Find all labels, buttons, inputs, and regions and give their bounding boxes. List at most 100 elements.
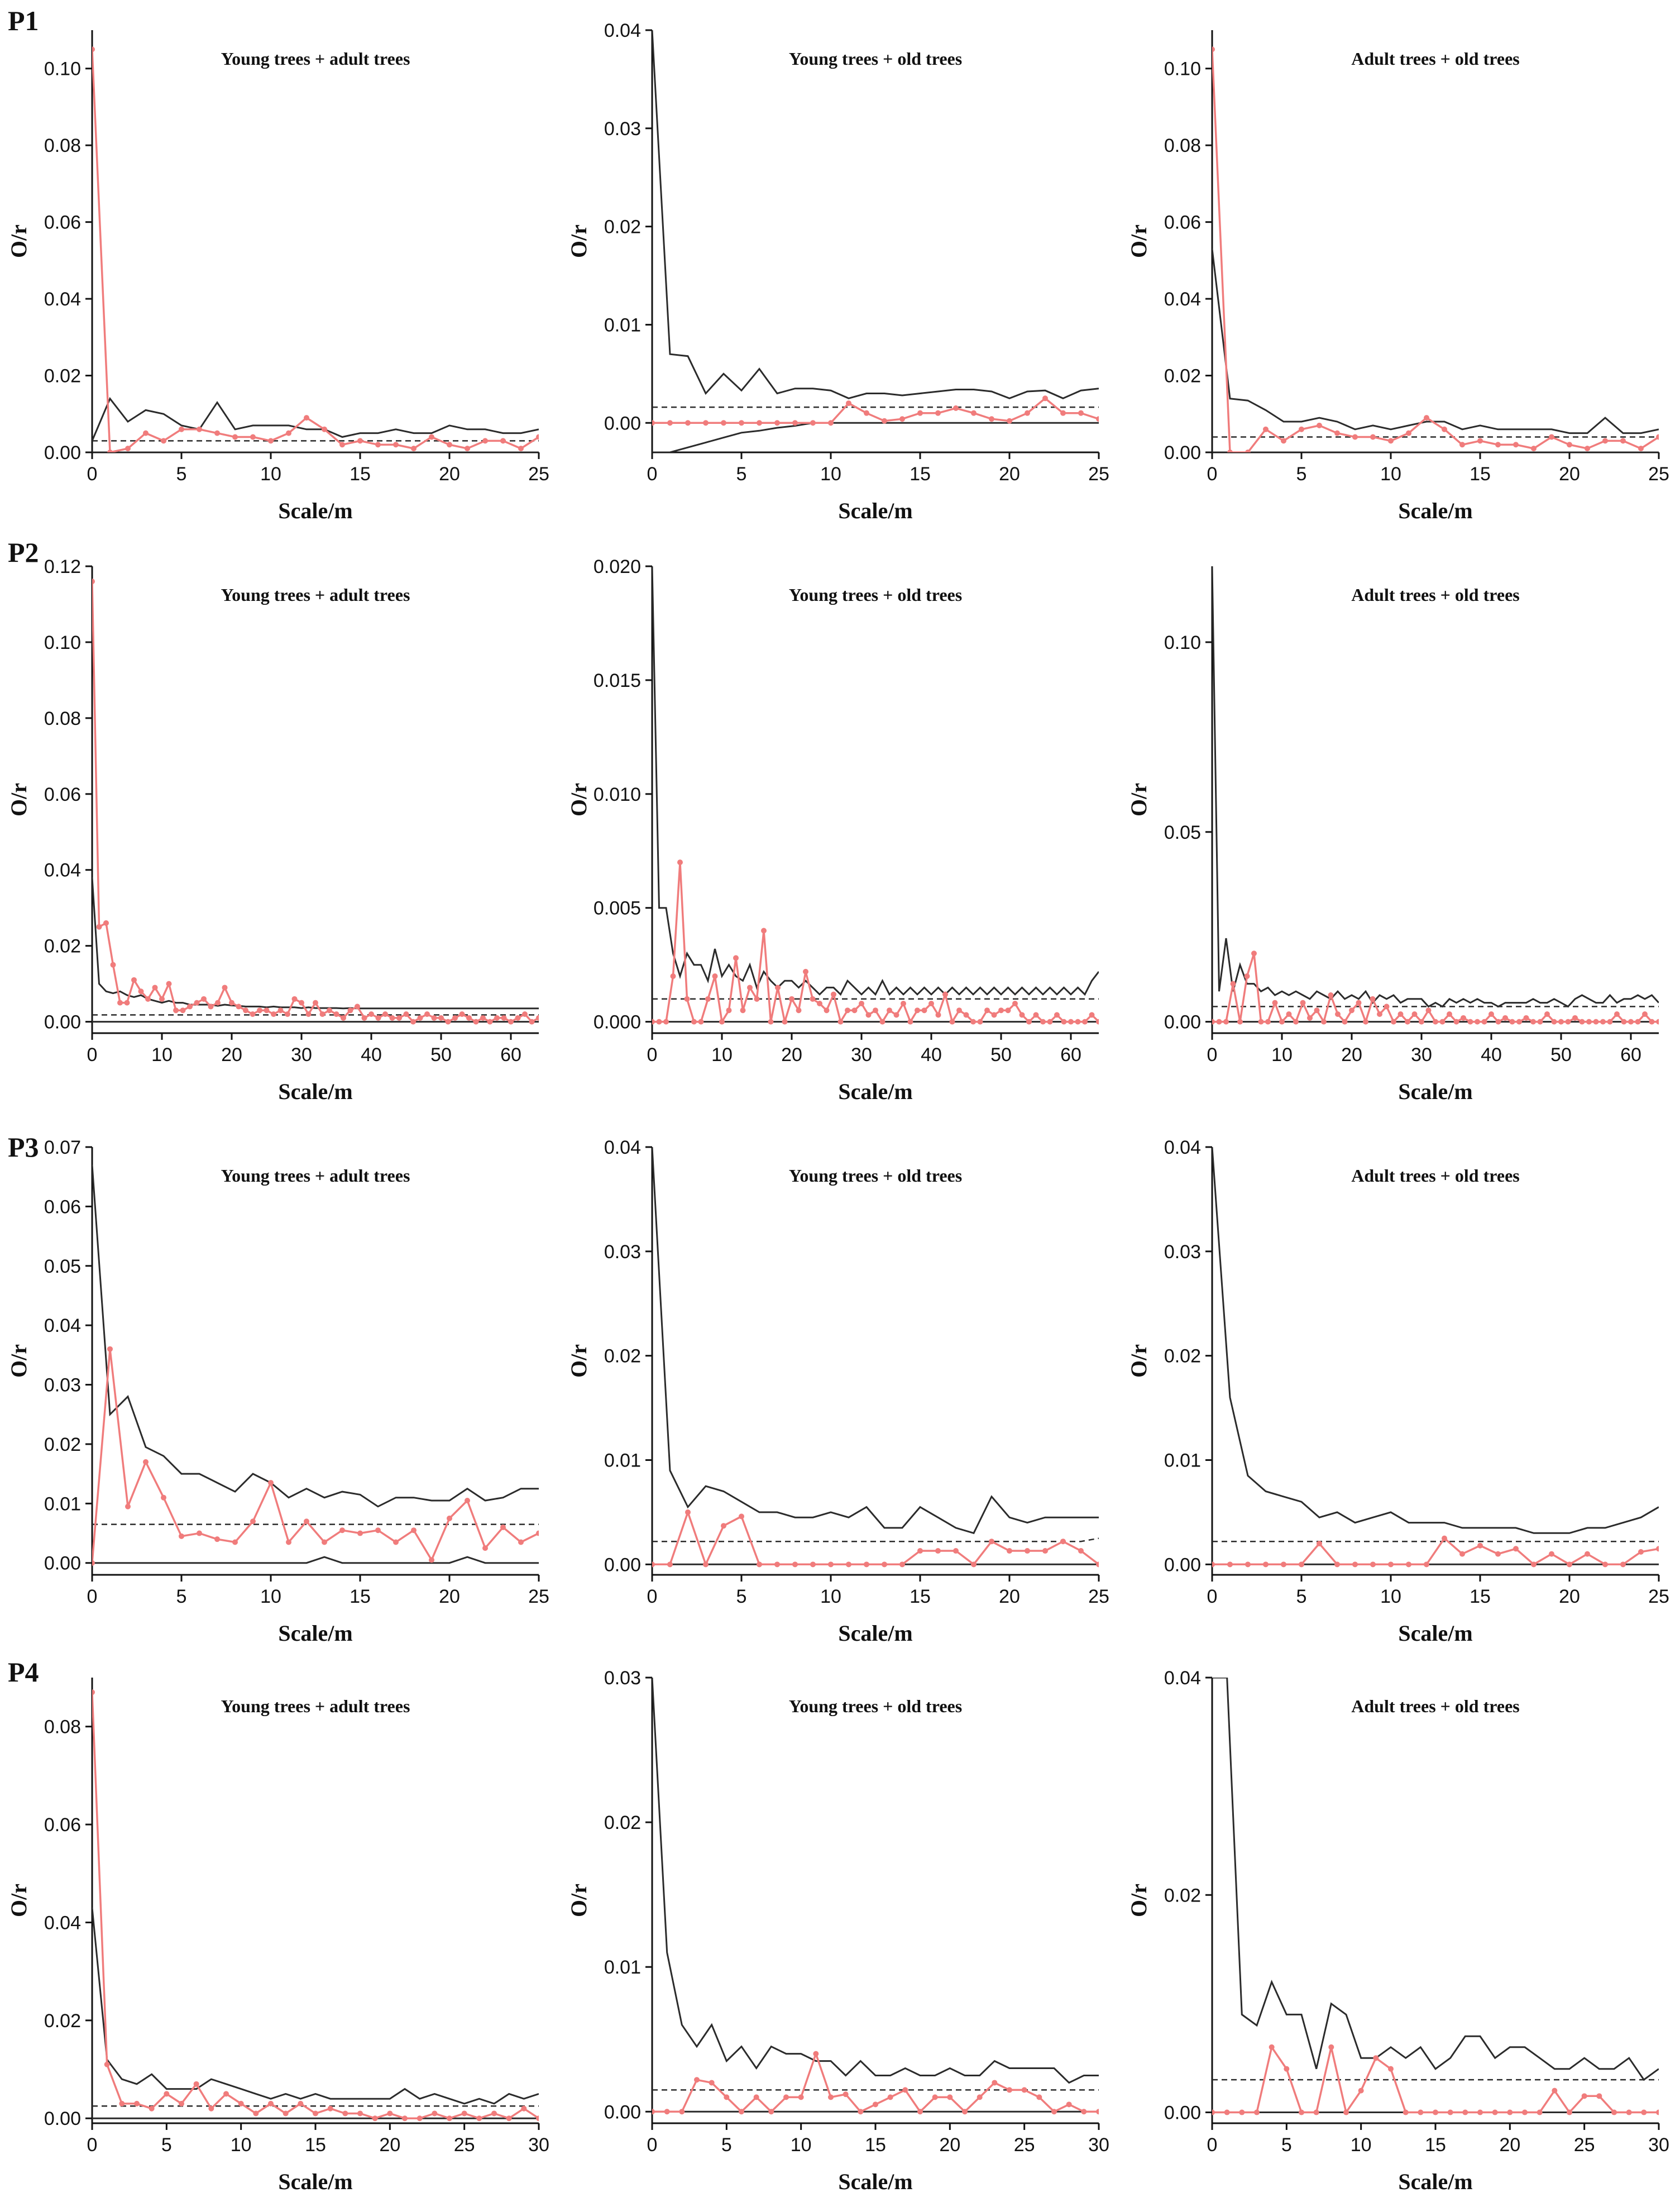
x-tick-label: 25 <box>1648 464 1669 485</box>
observed-point <box>411 446 417 452</box>
observed-point <box>828 420 834 426</box>
observed-point <box>1313 2109 1319 2115</box>
y-axis-title: O/r <box>566 1344 591 1378</box>
chart-p4-adult-old: 0.00 0.02 0.04 0 5 10 15 20 25 30 Scale/m O/r Adult … <box>1120 1668 1680 2207</box>
chart-p4-young-adult: 0.00 0.02 0.04 0.06 0.08 0 5 10 15 20 25 30 Scale/m O… <box>0 1670 560 2207</box>
x-tick-label: 10 <box>1380 464 1401 485</box>
observed-point <box>901 1000 906 1006</box>
y-tick-label: 0.010 <box>593 784 641 805</box>
observed-point <box>1433 2109 1438 2115</box>
x-tick-label: 60 <box>1620 1044 1641 1066</box>
observed-point <box>1021 2087 1027 2093</box>
plot-area <box>92 1164 539 1566</box>
plot-title: Adult trees + old trees <box>1351 1696 1519 1716</box>
observed-point <box>1212 1561 1215 1568</box>
observed-point <box>1621 1019 1627 1025</box>
x-tick-label: 20 <box>439 464 460 485</box>
observed-point <box>1239 2109 1245 2115</box>
x-tick-label: 5 <box>736 464 747 485</box>
observed-point <box>487 1019 493 1025</box>
observed-point <box>698 1019 704 1025</box>
y-tick-label: 0.04 <box>1164 289 1201 310</box>
observed-point <box>125 1503 131 1509</box>
observed-point <box>768 1019 774 1025</box>
chart-p2-adult-old: 0.00 0.05 0.10 0 10 20 30 40 50 60 Scale/m O/r Adult… <box>1120 558 1680 1117</box>
y-tick-label: 0.00 <box>604 413 641 434</box>
x-tick-label: 5 <box>1296 464 1307 485</box>
observed-point <box>792 420 798 426</box>
chart-svg: 0.00 0.05 0.10 0 10 20 30 40 50 60 Scale/m O/r Adult… <box>1126 566 1659 1104</box>
observed-point <box>917 410 923 416</box>
observed-point <box>432 2110 438 2117</box>
chart-svg: 0.00 0.02 0.04 0.06 0.08 0.10 0.12 0 10 20 30 40 50 6… <box>6 556 539 1104</box>
x-tick-label: 0 <box>87 2134 98 2156</box>
observed-point <box>1611 2109 1617 2115</box>
plot-area <box>652 566 1099 1025</box>
y-tick-label: 0.03 <box>44 1375 81 1396</box>
observed-point <box>1439 1019 1446 1025</box>
observed-point <box>1453 1019 1459 1025</box>
observed-point <box>1244 973 1250 980</box>
observed-point <box>899 1561 905 1568</box>
observed-point <box>953 1548 959 1554</box>
observed-point <box>1579 1019 1585 1025</box>
observed-point <box>691 1019 697 1025</box>
row-label-p2: P2 <box>8 537 39 568</box>
observed-point <box>709 2080 715 2086</box>
x-tick-label: 50 <box>1550 1044 1572 1066</box>
y-tick-label: 0.06 <box>1164 212 1201 233</box>
plot-area <box>652 1678 1099 2115</box>
observed-point <box>928 1000 934 1006</box>
observed-point <box>283 2110 289 2117</box>
observed-point <box>124 1000 130 1006</box>
observed-point <box>1042 1548 1048 1554</box>
x-tick-label: 10 <box>820 464 841 485</box>
x-tick-label: 20 <box>1559 464 1580 485</box>
observed-point <box>907 1019 913 1025</box>
observed-point <box>739 1513 744 1520</box>
y-tick-label: 0.02 <box>1164 1346 1201 1367</box>
observed-point <box>222 985 228 991</box>
chart-svg: 0.00 0.02 0.04 0 5 10 15 20 25 30 Scale/m O/r Adult … <box>1126 1668 1669 2194</box>
x-tick-label: 20 <box>781 1044 802 1066</box>
observed-point <box>313 1000 318 1006</box>
x-axis-title: Scale/m <box>278 2169 352 2194</box>
observed-point <box>482 1545 488 1551</box>
observed-point <box>417 1015 423 1021</box>
observed-point <box>724 2094 730 2100</box>
observed-point <box>882 1561 887 1568</box>
x-tick-label: 25 <box>1014 2134 1035 2156</box>
x-tick-label: 20 <box>1341 1044 1362 1066</box>
observed-point <box>1314 1007 1320 1014</box>
observed-point <box>685 1509 691 1515</box>
observed-point <box>670 973 676 980</box>
chart-svg: 0.00 0.02 0.04 0.06 0.08 0.10 0 5 10 15 20 25 Scale/… <box>1126 30 1669 523</box>
x-tick-label: 15 <box>865 2134 886 2156</box>
observed-point <box>1507 2109 1513 2115</box>
observed-point <box>1334 430 1340 436</box>
observed-point <box>663 1019 669 1025</box>
y-axis-title: O/r <box>1126 1884 1151 1917</box>
observed-point <box>1513 442 1519 448</box>
observed-point <box>1033 1012 1039 1018</box>
observed-point <box>529 1019 535 1025</box>
y-axis-title: O/r <box>566 224 591 258</box>
observed-point <box>652 420 655 426</box>
chart-svg: 0.00 0.01 0.02 0.03 0.04 0 5 10 15 20 25 Scale/m O/r… <box>1126 1137 1669 1646</box>
series-upper-envelope <box>92 1164 539 1508</box>
x-tick-label: 0 <box>647 1044 658 1066</box>
observed-point <box>361 1015 367 1021</box>
series-upper-envelope <box>92 1908 539 2105</box>
observed-point <box>1530 1019 1536 1025</box>
series-observed <box>92 1349 539 1563</box>
series-observed <box>1212 49 1659 452</box>
y-tick-label: 0.12 <box>44 556 81 577</box>
observed-point <box>268 1480 274 1486</box>
observed-point <box>828 1561 834 1568</box>
observed-point <box>810 420 816 426</box>
y-tick-label: 0.03 <box>604 1668 641 1689</box>
observed-point <box>208 2105 214 2112</box>
y-tick-label: 0.02 <box>604 1812 641 1833</box>
observed-point <box>664 2109 670 2115</box>
